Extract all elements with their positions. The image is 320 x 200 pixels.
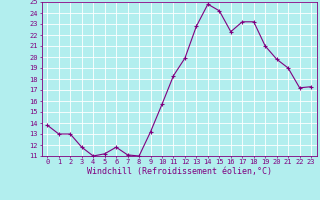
X-axis label: Windchill (Refroidissement éolien,°C): Windchill (Refroidissement éolien,°C) (87, 167, 272, 176)
